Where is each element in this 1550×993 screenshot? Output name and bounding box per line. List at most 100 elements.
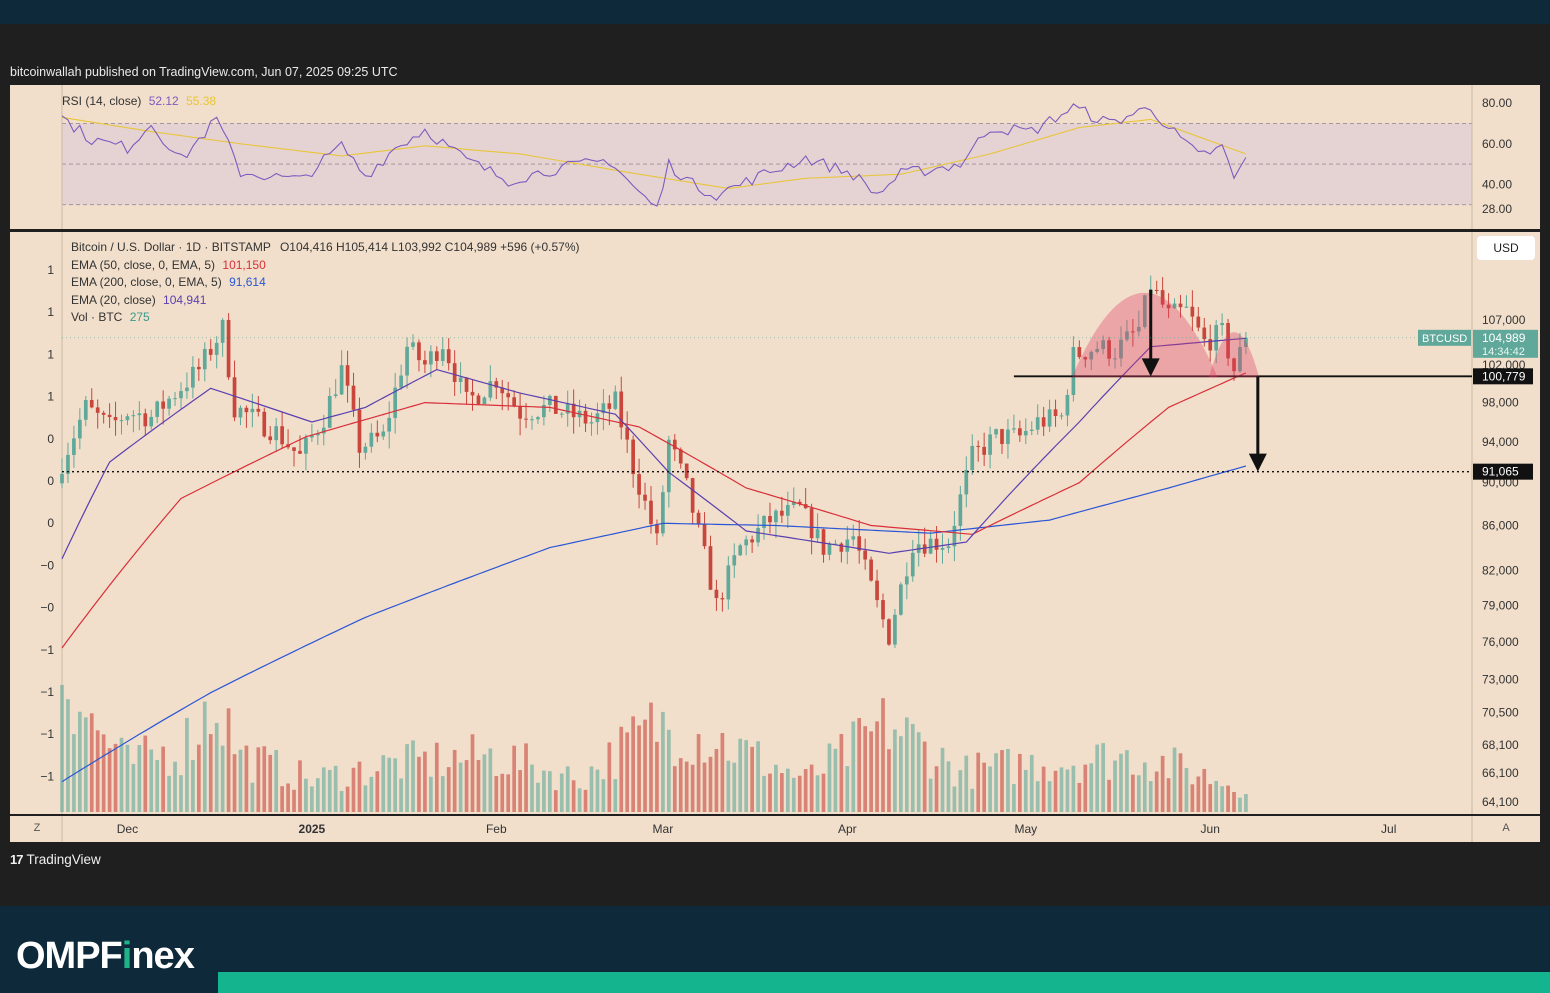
volume-bar xyxy=(1190,784,1195,812)
candle-body xyxy=(994,429,998,435)
volume-bar xyxy=(137,745,142,812)
volume-bar xyxy=(107,748,112,812)
price-tick-label: 79,000 xyxy=(1482,598,1519,612)
volume-bar xyxy=(1226,785,1230,812)
candle-body xyxy=(1178,303,1183,308)
candle-body xyxy=(60,473,64,484)
volume-bar xyxy=(536,782,540,812)
tradingview-logo-icon: 17 xyxy=(10,852,24,867)
volume-bar xyxy=(149,749,154,812)
volume-bar xyxy=(857,718,862,812)
candle-body xyxy=(268,436,273,441)
candle-body xyxy=(1089,351,1094,360)
candle-body xyxy=(274,426,279,441)
time-tick-label: May xyxy=(1014,822,1037,836)
time-axis[interactable]: Dec 2025 Feb Mar Apr May Jun Jul xyxy=(10,816,1540,842)
candle-body xyxy=(655,524,659,534)
symbol-legend: Bitcoin / U.S. Dollar · 1D · BITSTAMP O1… xyxy=(71,240,580,254)
volume-bar xyxy=(690,764,695,812)
volume-bar xyxy=(750,746,754,812)
candle-body xyxy=(750,539,754,543)
volume-bar xyxy=(809,764,814,812)
candle-body xyxy=(1095,348,1100,352)
candle-body xyxy=(910,552,915,577)
auto-scale-button[interactable]: A xyxy=(1502,822,1510,834)
candle-body xyxy=(1232,358,1236,372)
candle-body xyxy=(1077,347,1082,358)
volume-bar xyxy=(833,748,838,812)
candle-body xyxy=(1101,340,1105,349)
volume-bar xyxy=(298,760,302,812)
volume-bar xyxy=(310,786,314,812)
volume-bar xyxy=(643,719,647,812)
candle-body xyxy=(821,529,826,555)
zoom-button[interactable]: Z xyxy=(33,822,41,834)
candle-body xyxy=(333,394,338,397)
candle-body xyxy=(214,342,219,355)
volume-bar xyxy=(595,769,600,812)
volume-label: Vol · BTC xyxy=(71,310,123,324)
volume-bar xyxy=(440,776,445,812)
pattern-arc-right xyxy=(1208,332,1260,378)
currency-button[interactable]: USD xyxy=(1477,236,1535,260)
volume-bar xyxy=(345,786,350,812)
candle-body xyxy=(518,406,522,419)
volume-bar xyxy=(863,726,868,812)
rsi-tick-label: 40.00 xyxy=(1482,177,1512,191)
volume-bar xyxy=(928,778,933,812)
brand-part2: nex xyxy=(131,935,194,977)
volume-bar xyxy=(113,743,118,812)
rsi-pane[interactable]: 80.00 60.00 40.00 28.00 RSI (14, close) 52.… xyxy=(10,85,1540,229)
candle-body xyxy=(1071,347,1076,395)
candle-body xyxy=(417,342,421,361)
volume-bar xyxy=(607,742,612,812)
candle-body xyxy=(262,411,267,437)
volume-bar xyxy=(1232,791,1236,812)
candle-body xyxy=(446,349,451,364)
volume-bar xyxy=(785,768,790,812)
price-tick-label: 70,500 xyxy=(1482,705,1519,719)
candle-body xyxy=(536,417,540,420)
candle-body xyxy=(458,377,463,382)
candle-body xyxy=(315,433,320,436)
candle-body xyxy=(922,544,927,554)
volume-bar xyxy=(803,769,808,812)
left-tick-label: 1 xyxy=(47,305,54,319)
volume-bar xyxy=(631,716,635,812)
volume-bar xyxy=(214,722,219,812)
time-tick-label: Feb xyxy=(486,822,507,836)
volume-bar xyxy=(399,778,403,812)
candle-body xyxy=(1006,429,1010,445)
ema20-label: EMA (20, close) xyxy=(71,293,156,307)
symbol-tag-bg xyxy=(1418,329,1471,346)
volume-bar xyxy=(851,721,856,812)
candle-body xyxy=(1184,306,1189,308)
candle-body xyxy=(250,408,255,413)
volume-bar xyxy=(333,765,338,812)
volume-bar xyxy=(994,753,998,812)
volume-bar xyxy=(411,740,415,812)
candle-body xyxy=(672,439,677,450)
candle-body xyxy=(904,576,909,585)
volume-bar xyxy=(553,790,558,812)
candle-body xyxy=(202,348,207,370)
candle-body xyxy=(607,403,612,409)
volume-bar xyxy=(875,721,879,812)
candle-body xyxy=(899,584,903,615)
candle-body xyxy=(1107,340,1111,359)
candle-body xyxy=(666,439,671,493)
candle-body xyxy=(881,600,885,620)
volume-bar xyxy=(940,747,945,812)
last-price-label: 104,989 xyxy=(1482,331,1526,345)
volume-bar xyxy=(315,778,320,812)
candle-body xyxy=(304,437,308,454)
candle-body xyxy=(506,393,511,398)
rsi-tick-label: 60.00 xyxy=(1482,137,1512,151)
price-pane[interactable]: 107,000 102,000 98,000 94,000 90,000 86,000 82… xyxy=(10,232,1540,814)
volume-bar xyxy=(571,780,576,812)
candle-body xyxy=(310,435,314,438)
candle-body xyxy=(690,478,695,513)
volume-bar xyxy=(625,732,630,812)
candle-body xyxy=(405,346,409,376)
candle-body xyxy=(958,494,963,526)
